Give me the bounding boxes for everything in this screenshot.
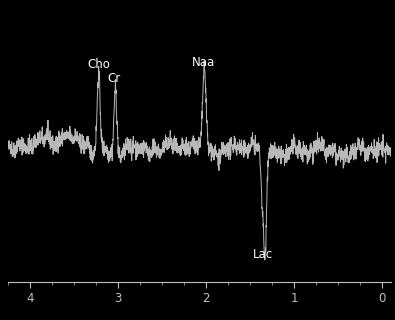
Text: Lac: Lac [253,248,273,261]
Text: Cr: Cr [108,72,121,85]
Text: Cho: Cho [87,58,110,71]
Text: Naa: Naa [192,56,215,69]
